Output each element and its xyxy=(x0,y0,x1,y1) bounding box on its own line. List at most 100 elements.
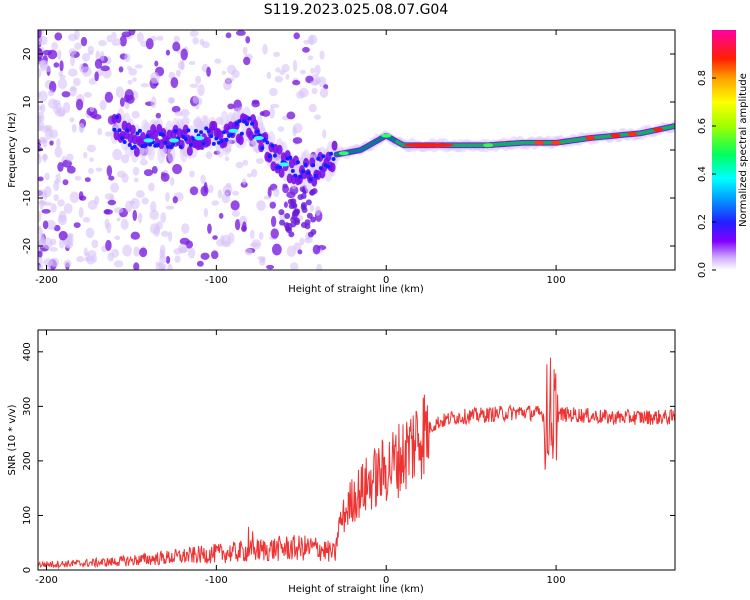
heatmap-tail-blob xyxy=(293,219,300,226)
snr-y-tick-label: 300 xyxy=(22,397,33,416)
heatmap-ridge-core xyxy=(137,128,142,133)
heatmap-noise-blob xyxy=(78,207,84,218)
heatmap-noise-blob xyxy=(223,80,232,91)
snr-y-tick-label: 200 xyxy=(22,451,33,470)
heatmap-ridge-core xyxy=(303,162,308,167)
heatmap-noise-blob xyxy=(230,200,240,211)
heatmap-noise-blob xyxy=(310,67,315,74)
heatmap-noise-blob xyxy=(271,243,282,256)
colorbar-tick-label: 0.2 xyxy=(697,214,708,230)
heatmap-noise-blob xyxy=(189,30,199,37)
heatmap-noise-blob xyxy=(127,79,133,85)
heatmap-noise-blob xyxy=(53,181,60,192)
heatmap-noise-blob xyxy=(153,226,161,237)
heatmap-noise-blob xyxy=(310,80,320,86)
heatmap-noise-blob xyxy=(282,185,290,194)
heatmap-noise-blob xyxy=(55,109,65,117)
heatmap-noise-blob xyxy=(299,69,306,75)
heatmap-noise-blob xyxy=(57,199,65,207)
heatmap-ridge-core xyxy=(316,156,321,161)
heatmap-noise-blob xyxy=(208,184,214,194)
heatmap-noise-blob xyxy=(78,191,84,201)
heatmap-noise-blob xyxy=(39,59,49,69)
heatmap-ridge-core xyxy=(272,153,277,158)
heatmap-noise-blob xyxy=(150,96,157,109)
heatmap-noise-blob xyxy=(119,35,127,47)
heatmap-ridge-core xyxy=(293,173,298,178)
heatmap-noise-blob xyxy=(178,243,188,253)
heatmap-ridge-core xyxy=(135,131,140,136)
heatmap-hotspot xyxy=(143,138,154,143)
heatmap-noise-blob xyxy=(216,238,224,247)
snr-x-tick-label: -100 xyxy=(205,575,228,586)
heatmap-hotspot xyxy=(253,136,264,140)
heatmap-noise-blob xyxy=(143,169,154,177)
heatmap-noise-blob xyxy=(299,237,305,246)
heatmap-noise-blob xyxy=(67,68,78,77)
heatmap-noise-blob xyxy=(53,62,60,68)
heatmap-noise-blob xyxy=(41,208,51,214)
heatmap-noise-blob xyxy=(133,246,140,257)
heatmap-noise-blob xyxy=(69,86,77,91)
heatmap-noise-blob xyxy=(286,245,297,257)
heatmap-noise-blob xyxy=(224,156,230,162)
heatmap-ridge-core xyxy=(237,119,242,124)
heatmap-ridge-core xyxy=(155,142,160,147)
heatmap-noise-blob xyxy=(63,203,73,214)
heatmap-x-tick-label: -100 xyxy=(205,275,228,286)
heatmap-noise-blob xyxy=(172,163,183,175)
snr-axis-ticks: -200 -100 0 100 0 100 200 300 400 xyxy=(22,330,675,586)
heatmap-ridge-outer xyxy=(276,144,283,155)
heatmap-ridge-core xyxy=(206,129,211,134)
snr-x-tick-label: 100 xyxy=(547,575,566,586)
heatmap-noise-blob xyxy=(159,266,165,270)
heatmap-noise-blob xyxy=(131,110,140,119)
heatmap-ridge-core xyxy=(209,134,214,139)
heatmap-ridge-core xyxy=(270,143,275,148)
heatmap-ridge-core xyxy=(143,143,148,148)
heatmap-noise-blob xyxy=(76,255,85,263)
heatmap-noise-blob xyxy=(231,210,240,217)
heatmap-noise-blob xyxy=(262,43,268,55)
heatmap-noise-blob xyxy=(273,188,280,198)
heatmap-ridge-core xyxy=(308,177,313,182)
snr-y-tick-label: 100 xyxy=(22,506,33,525)
heatmap-noise-blob xyxy=(110,182,119,193)
heatmap-noise-blob xyxy=(139,159,148,166)
heatmap-noise-blob xyxy=(169,176,175,186)
heatmap-ridge-core xyxy=(250,121,255,126)
heatmap-noise-blob xyxy=(116,217,121,222)
snr-series-line xyxy=(38,357,675,570)
heatmap-noise-blob xyxy=(57,49,62,60)
heatmap-noise-blob xyxy=(134,64,143,69)
heatmap-ridge-core xyxy=(211,141,216,146)
heatmap-noise-blob xyxy=(87,168,94,174)
heatmap-ridge-core xyxy=(114,115,119,120)
heatmap-noise-blob xyxy=(69,54,76,67)
heatmap-noise-blob xyxy=(92,255,97,263)
heatmap-noise-blob xyxy=(87,199,98,210)
heatmap-ridge-core xyxy=(260,146,265,151)
heatmap-noise-blob xyxy=(94,71,99,82)
heatmap-noise-blob xyxy=(62,179,69,186)
heatmap-noise-blob xyxy=(95,50,101,61)
heatmap-noise-blob xyxy=(111,31,117,39)
heatmap-noise-blob xyxy=(160,172,170,182)
heatmap-ridge-outer xyxy=(278,167,285,178)
heatmap-noise-blob xyxy=(113,260,124,268)
heatmap-ridge-core xyxy=(244,122,249,127)
heatmap-noise-blob xyxy=(133,262,140,270)
heatmap-hotspot xyxy=(551,140,562,145)
heatmap-noise-blob xyxy=(78,122,85,133)
heatmap-noise-blob xyxy=(66,153,74,162)
heatmap-noise-blob xyxy=(165,205,175,210)
heatmap-noise-blob xyxy=(292,137,303,144)
heatmap-noise-blob xyxy=(88,78,97,85)
heatmap-noise-blob xyxy=(214,58,222,64)
heatmap-noise-blob xyxy=(100,50,105,62)
heatmap-noise-blob xyxy=(312,244,321,255)
heatmap-noise-blob xyxy=(148,182,155,192)
heatmap-noise-blob xyxy=(165,49,171,56)
